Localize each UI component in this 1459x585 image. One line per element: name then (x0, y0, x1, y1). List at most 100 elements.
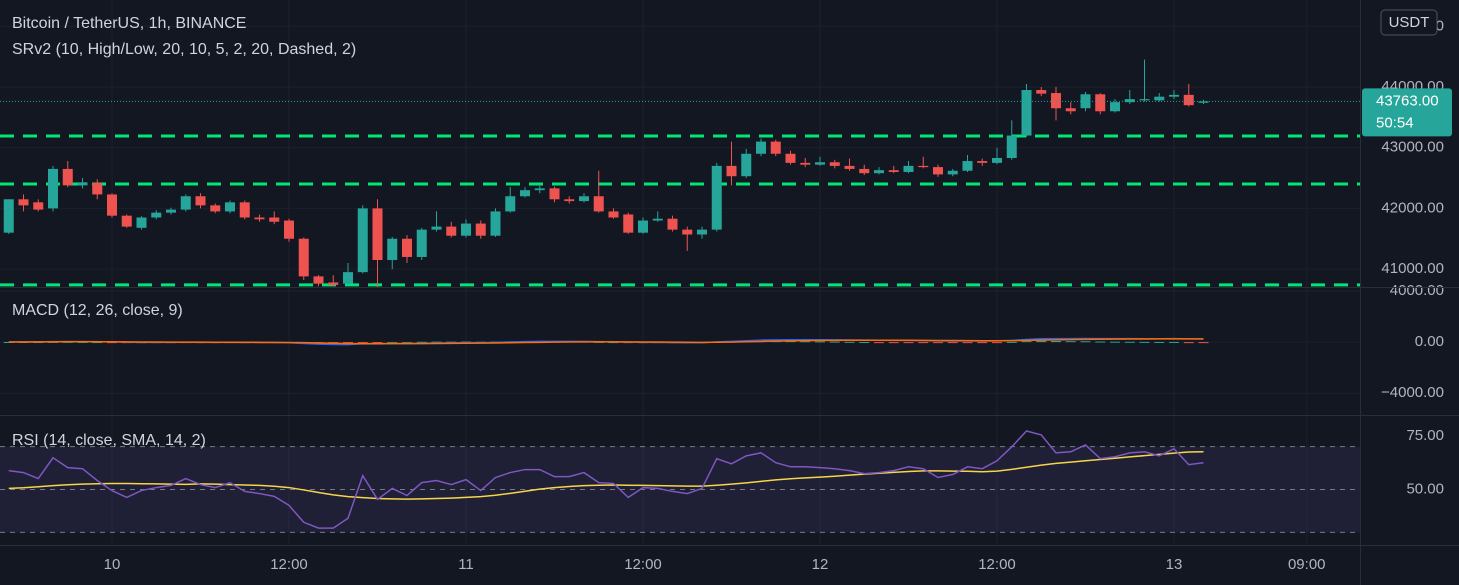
candle-body (859, 168, 870, 174)
candle-body (195, 196, 206, 206)
x-tick-label: 09:00 (1288, 556, 1326, 573)
histogram-bar (947, 342, 958, 344)
last-price-label: 43763.00 (1376, 92, 1439, 109)
candle-body (151, 212, 162, 218)
histogram-bar (1169, 341, 1179, 343)
candle-body (402, 238, 412, 257)
histogram-bar (608, 342, 619, 344)
candle-body (225, 202, 235, 212)
candle-body (1139, 99, 1150, 101)
candle-body (107, 194, 117, 216)
candle-body (284, 220, 294, 239)
candle-body (903, 165, 914, 172)
candle-body (682, 229, 693, 235)
candle-body (1021, 90, 1032, 136)
candle-body (579, 196, 589, 202)
candle-body (136, 217, 147, 228)
candle-body (726, 165, 737, 177)
histogram-bar (343, 342, 353, 344)
candle-body (992, 158, 1002, 163)
candle-body (874, 170, 884, 174)
histogram-bar (1051, 340, 1061, 343)
candle-body (357, 208, 368, 273)
histogram-bar (918, 342, 929, 344)
histogram-bar (1080, 341, 1091, 343)
indicator-line (8, 451, 1204, 500)
candle-body (549, 188, 560, 200)
candle-body (1051, 93, 1061, 109)
candle-body (62, 168, 73, 186)
candle-body (387, 238, 398, 260)
candle-body (962, 161, 973, 171)
chart-subtitle: SRv2 (10, High/Low, 20, 10, 5, 2, 20, Da… (12, 41, 356, 58)
histogram-bar (402, 342, 412, 344)
histogram-bar (859, 342, 870, 344)
candle-body (933, 167, 943, 175)
histogram-bar (1065, 341, 1076, 343)
histogram-bar (844, 341, 855, 343)
histogram-bar (815, 341, 825, 343)
histogram-bar (933, 342, 943, 344)
candle-body (1154, 96, 1165, 101)
histogram-bar (1139, 341, 1150, 343)
candle-body (1169, 94, 1179, 97)
indicator-line (8, 430, 1204, 529)
x-tick-label: 13 (1166, 556, 1183, 573)
candle-body (785, 153, 796, 163)
candle-body (210, 205, 221, 212)
candle-body (121, 215, 132, 227)
histogram-bar (829, 341, 840, 343)
candle-body (1080, 94, 1091, 109)
candle-body (298, 238, 309, 277)
candle-body (372, 208, 383, 260)
indicator-line (8, 338, 1204, 345)
histogram-bar (1036, 340, 1047, 343)
candle-body (343, 272, 353, 284)
candle-body (977, 161, 988, 163)
y-tick-label: 4000.00 (1390, 282, 1444, 299)
histogram-bar (1110, 341, 1120, 343)
candle-body (1065, 108, 1076, 112)
candle-body (33, 202, 44, 210)
candle-body (623, 214, 634, 233)
candle-body (505, 196, 516, 212)
histogram-bar (1183, 342, 1194, 344)
histogram-bar (92, 342, 103, 344)
candle-body (1110, 102, 1120, 112)
histogram-bar (1198, 342, 1209, 344)
y-tick-label: 75.00 (1406, 427, 1444, 444)
candle-body (461, 223, 471, 236)
y-tick-label: 43000.00 (1381, 139, 1444, 156)
currency: USDT (1389, 14, 1430, 31)
last-price-box (1362, 88, 1452, 137)
x-tick-label: 12:00 (624, 556, 662, 573)
candle-body (888, 170, 899, 172)
x-tick-label: 12:00 (270, 556, 308, 573)
candle-body (239, 202, 250, 218)
histogram-bar (992, 342, 1002, 344)
candle-body (770, 141, 781, 154)
candle-body (416, 229, 427, 257)
candle-body (711, 165, 722, 230)
candle-body (48, 168, 58, 209)
histogram-bar (962, 342, 973, 344)
candle-body (638, 220, 648, 233)
candle-body (756, 141, 766, 154)
candle-body (608, 211, 619, 218)
histogram-bar (3, 341, 14, 343)
candle-body (652, 218, 663, 221)
candle-body (92, 182, 103, 195)
x-tick-label: 12 (812, 556, 829, 573)
candle-body (3, 199, 14, 233)
candle-body (1124, 99, 1135, 103)
y-tick-label: 42000.00 (1381, 199, 1444, 216)
candle-body (254, 217, 265, 220)
candle-body (593, 196, 604, 212)
candle-body (918, 165, 929, 168)
histogram-bar (1124, 341, 1135, 343)
histogram-bar (1021, 341, 1032, 343)
countdown: 50:54 (1376, 114, 1414, 131)
histogram-bar (1006, 341, 1017, 343)
